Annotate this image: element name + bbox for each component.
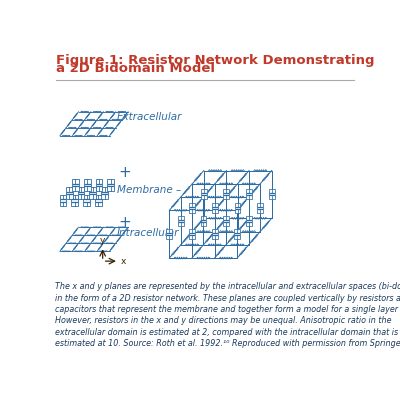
Text: +: + bbox=[118, 165, 131, 180]
Text: y: y bbox=[100, 236, 105, 245]
Bar bbox=[71, 195, 78, 206]
Bar bbox=[246, 190, 252, 200]
Bar bbox=[101, 187, 108, 199]
Bar bbox=[89, 187, 96, 199]
Bar bbox=[96, 179, 102, 191]
Text: x: x bbox=[120, 257, 126, 266]
Bar bbox=[78, 187, 84, 199]
Bar bbox=[201, 190, 207, 200]
Bar bbox=[189, 229, 195, 239]
Bar bbox=[223, 216, 229, 226]
Bar bbox=[84, 179, 91, 191]
Bar bbox=[235, 203, 240, 213]
Bar bbox=[200, 216, 206, 226]
Bar bbox=[234, 229, 240, 239]
Text: +: + bbox=[118, 214, 131, 230]
Bar bbox=[60, 195, 66, 206]
Bar bbox=[178, 216, 184, 226]
Bar bbox=[189, 203, 195, 213]
Text: Membrane –: Membrane – bbox=[117, 185, 181, 195]
Bar bbox=[72, 179, 79, 191]
Bar bbox=[212, 229, 218, 239]
Text: Figure 1: Resistor Network Demonstrating: Figure 1: Resistor Network Demonstrating bbox=[56, 54, 375, 67]
Bar bbox=[166, 229, 172, 239]
Bar bbox=[66, 187, 73, 199]
Bar bbox=[95, 195, 102, 206]
Bar bbox=[257, 203, 263, 213]
Text: a 2D Bidomain Model: a 2D Bidomain Model bbox=[56, 62, 215, 75]
Bar bbox=[224, 190, 229, 200]
Bar bbox=[246, 216, 252, 226]
Text: Intracellular: Intracellular bbox=[117, 228, 179, 238]
Bar bbox=[107, 179, 114, 191]
Text: The x and y planes are represented by the intracellular and extracellular spaces: The x and y planes are represented by th… bbox=[55, 282, 400, 348]
Bar bbox=[269, 190, 274, 200]
Bar bbox=[83, 195, 90, 206]
Text: Extracellular: Extracellular bbox=[117, 112, 182, 122]
Bar bbox=[212, 203, 218, 213]
